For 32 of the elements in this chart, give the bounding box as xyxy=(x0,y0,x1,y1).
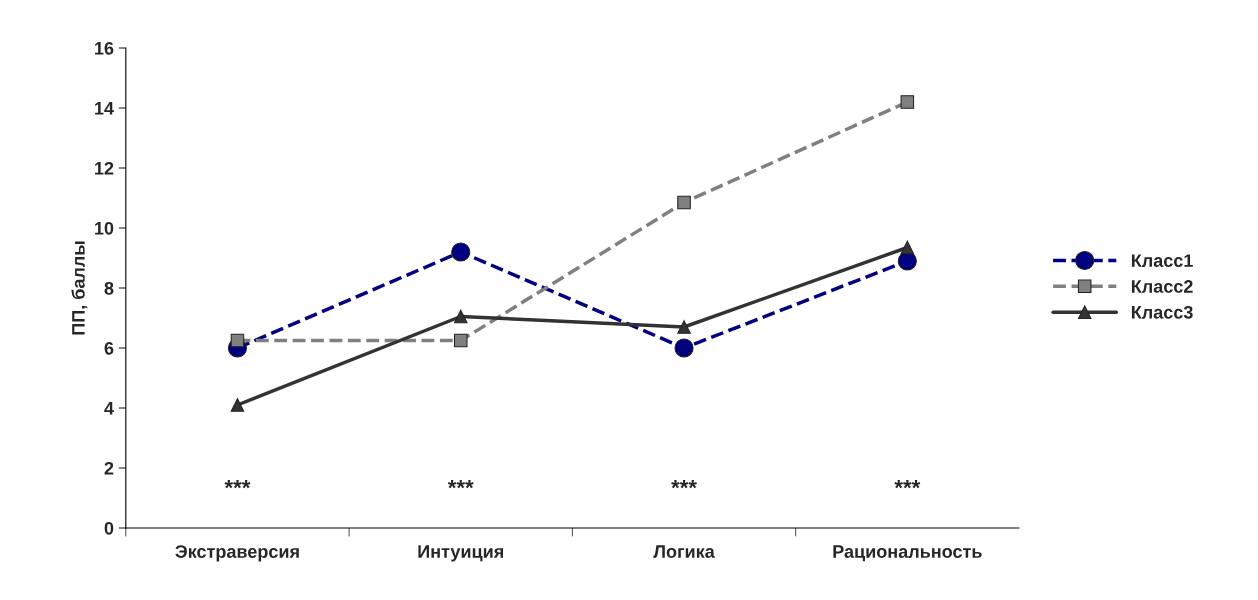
x-tick-label: Интуиция xyxy=(418,545,504,562)
point xyxy=(453,309,468,324)
y-tick-label: 8 xyxy=(104,281,114,295)
point xyxy=(900,95,915,109)
legend-label: Класс1 xyxy=(1131,254,1193,267)
annotation: *** xyxy=(447,480,474,489)
y-tick-label: 14 xyxy=(95,102,114,115)
x-tick-label: Рациональность xyxy=(833,545,982,562)
annotation: *** xyxy=(224,480,251,489)
y-tick-label: 2 xyxy=(104,461,114,475)
point xyxy=(677,195,691,210)
x-tick-label: Экстраверсия xyxy=(175,545,299,562)
point xyxy=(230,333,245,348)
y-tick-label: 10 xyxy=(95,221,114,235)
point xyxy=(900,240,915,255)
y-tick-label: 12 xyxy=(95,161,114,175)
point xyxy=(677,320,691,334)
legend-label: Класс2 xyxy=(1131,280,1193,293)
annotation: *** xyxy=(671,480,697,489)
point xyxy=(230,398,245,412)
y-axis-title: ПП, баллы xyxy=(71,241,88,335)
annotation: *** xyxy=(894,480,921,489)
point xyxy=(674,338,694,358)
y-tick-label: 6 xyxy=(104,341,114,355)
y-tick-label: 4 xyxy=(104,402,114,415)
point xyxy=(453,333,468,348)
legend-label: Класс3 xyxy=(1131,305,1193,319)
y-tick-label: 0 xyxy=(104,521,114,535)
y-tick-label: 16 xyxy=(95,41,114,55)
x-tick-label: Логика xyxy=(653,545,715,558)
point xyxy=(897,251,917,271)
point xyxy=(451,242,471,262)
